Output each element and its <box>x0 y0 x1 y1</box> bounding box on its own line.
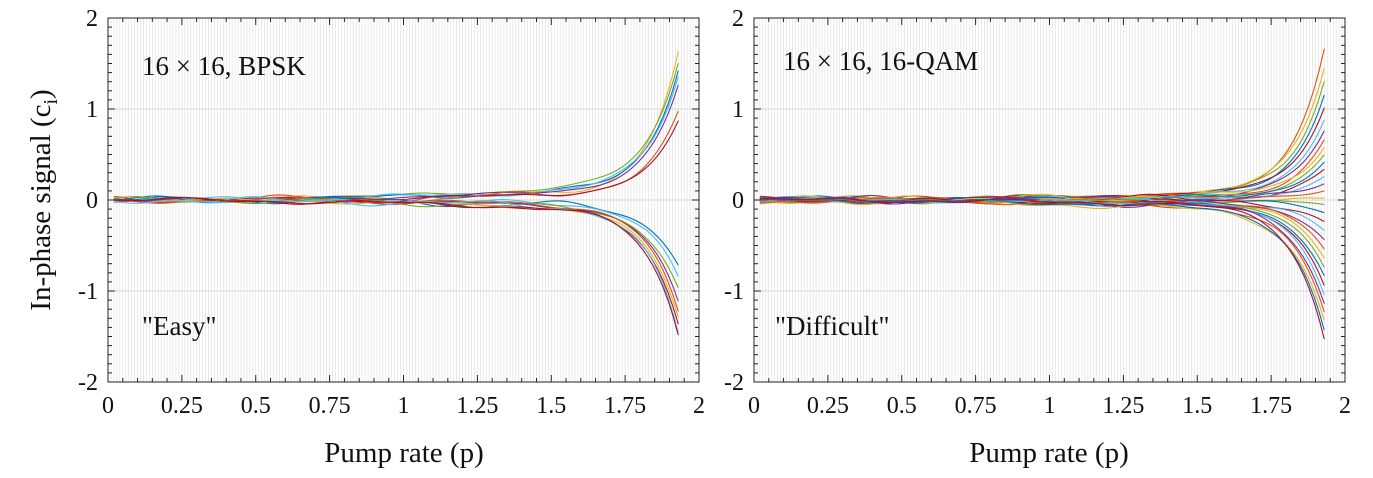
x-tick-label: 0.5 <box>241 393 271 419</box>
series-line <box>113 76 679 204</box>
y-tick-label: 1 <box>86 97 98 123</box>
y-tick-label: 0 <box>86 188 98 214</box>
x-tick-label: 0.75 <box>955 393 997 419</box>
x-tick-label: 1.25 <box>1102 393 1144 419</box>
x-axis-title-left: Pump rate (p) <box>324 437 483 469</box>
x-tick-label: 2 <box>1339 393 1351 419</box>
x-tick-label: 1.75 <box>604 393 646 419</box>
panel-16qam: 0 0.25 0.5 0.75 1 1.25 1.5 1.75 2 -2 -1 0 1 2 16 × 16… <box>724 6 1351 469</box>
y-tick-label: 2 <box>732 6 744 32</box>
y-axis-title: In-phase signal (ci) <box>25 89 62 310</box>
x-tick-label: 2 <box>693 393 705 419</box>
x-tick-label: 0.25 <box>161 393 203 419</box>
y-tick-label: -1 <box>724 279 744 305</box>
panel-title-right: 16 × 16, 16-QAM <box>783 46 978 76</box>
x-tick-label: 1.75 <box>1250 393 1292 419</box>
x-tick-label: 0.75 <box>309 393 351 419</box>
y-tick-label: -1 <box>78 279 98 305</box>
series-line <box>113 197 679 336</box>
y-tick-label: 1 <box>732 97 744 123</box>
x-tick-label: 1.5 <box>536 393 566 419</box>
ticks-right <box>753 17 1346 383</box>
series-group-left <box>113 51 679 336</box>
x-axis-title-right: Pump rate (p) <box>969 437 1128 469</box>
x-tick-label: 0 <box>748 393 760 419</box>
ticks-left <box>107 17 700 383</box>
y-axis-title-subscript: i <box>40 99 62 105</box>
y-tick-label: -2 <box>78 370 98 396</box>
panel-bpsk: 0 0.25 0.5 0.75 1 1.25 1.5 1.75 2 -2 -1 0 1 2 16 × 16… <box>78 6 705 469</box>
panel-title-left: 16 × 16, BPSK <box>142 51 306 81</box>
x-tick-label: 1.5 <box>1182 393 1212 419</box>
tick-labels-left: 0 0.25 0.5 0.75 1 1.25 1.5 1.75 2 -2 -1 0 1 2 <box>78 6 705 419</box>
series-line <box>759 196 1325 321</box>
y-tick-label: 2 <box>86 6 98 32</box>
annotation-easy: "Easy" <box>142 311 217 341</box>
x-tick-label: 0.5 <box>887 393 917 419</box>
y-axis-title-main: In-phase signal (c <box>25 105 57 311</box>
x-tick-label: 1 <box>398 393 410 419</box>
series-group-right <box>759 48 1325 340</box>
tick-labels-right: 0 0.25 0.5 0.75 1 1.25 1.5 1.75 2 -2 -1 0 1 2 <box>724 6 1351 419</box>
series-line <box>759 197 1325 340</box>
y-tick-label: 0 <box>732 188 744 214</box>
annotation-difficult: "Difficult" <box>775 311 890 341</box>
x-tick-label: 0.25 <box>807 393 849 419</box>
x-tick-label: 1.25 <box>456 393 498 419</box>
x-tick-label: 0 <box>102 393 114 419</box>
y-tick-label: -2 <box>724 370 744 396</box>
y-axis-title-close: ) <box>25 89 57 99</box>
series-line <box>759 197 1325 331</box>
x-tick-label: 1 <box>1044 393 1056 419</box>
